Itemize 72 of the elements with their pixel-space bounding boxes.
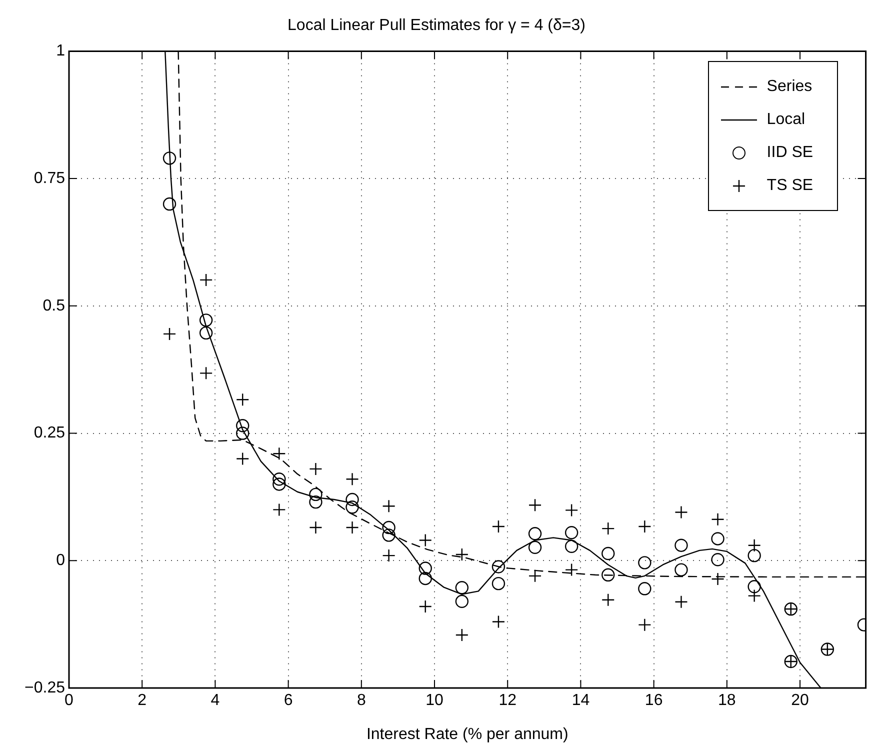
point [492,576,506,590]
point [199,314,213,327]
point [199,273,213,287]
point [674,563,688,576]
point [638,520,652,534]
legend-label: TS SE [766,176,814,195]
x-tick-label: 4 [210,692,220,710]
x-tick-label: 14 [572,692,590,710]
point [162,197,176,211]
x-tick-label: 18 [718,692,736,710]
point [455,594,469,608]
legend-label: Local [766,110,806,129]
point [711,553,724,566]
x-tick-label: 8 [356,692,366,710]
x-tick-label: 6 [284,692,293,710]
point [564,563,578,576]
point [455,628,469,642]
point [346,492,359,506]
point [528,569,542,583]
point [309,520,322,534]
point [492,615,506,628]
point [748,548,761,562]
point [272,478,286,491]
point [711,572,724,586]
y-tick-label: 0.25 [34,424,66,442]
point [418,572,432,586]
point [199,326,213,340]
x-tick-label: 10 [426,692,444,710]
point [602,568,615,582]
point [748,580,761,594]
x-tick-label: 20 [791,692,810,710]
point [309,495,322,509]
y-tick-label: 1 [56,42,66,60]
x-tick-label: 16 [644,692,663,710]
y-tick-label: −0.25 [24,679,66,696]
point [674,538,688,552]
point [711,532,724,546]
x-tick-label: 12 [498,692,517,710]
point [199,366,213,380]
point [309,488,322,502]
point [564,540,578,553]
point [236,419,250,432]
point [346,500,359,514]
y-tick-label: 0.5 [42,297,66,314]
point [528,498,542,512]
legend-label: IID SE [766,144,814,162]
point [236,426,250,440]
point [528,540,542,554]
point [382,528,396,542]
point [528,527,542,540]
point [272,472,286,486]
legend-label: Series [766,78,812,96]
x-tick-label: 2 [138,692,147,710]
y-tick-label: 0 [56,552,66,570]
chart-title: Local Linear Pull Estimates for γ = 4 (δ=3) [288,17,586,34]
point [492,520,506,534]
point [638,556,652,570]
point [418,600,432,614]
point [455,548,469,562]
point [162,327,176,341]
point [382,520,396,534]
y-tick-label: 0.75 [34,170,66,187]
point [346,520,359,534]
point [564,504,578,517]
point [455,581,469,594]
point [564,526,578,540]
point [162,152,176,165]
point [418,562,432,575]
point [638,582,652,596]
x-axis-title: Interest Rate (% per annum) [366,726,568,743]
point [492,560,506,574]
point [602,546,615,560]
